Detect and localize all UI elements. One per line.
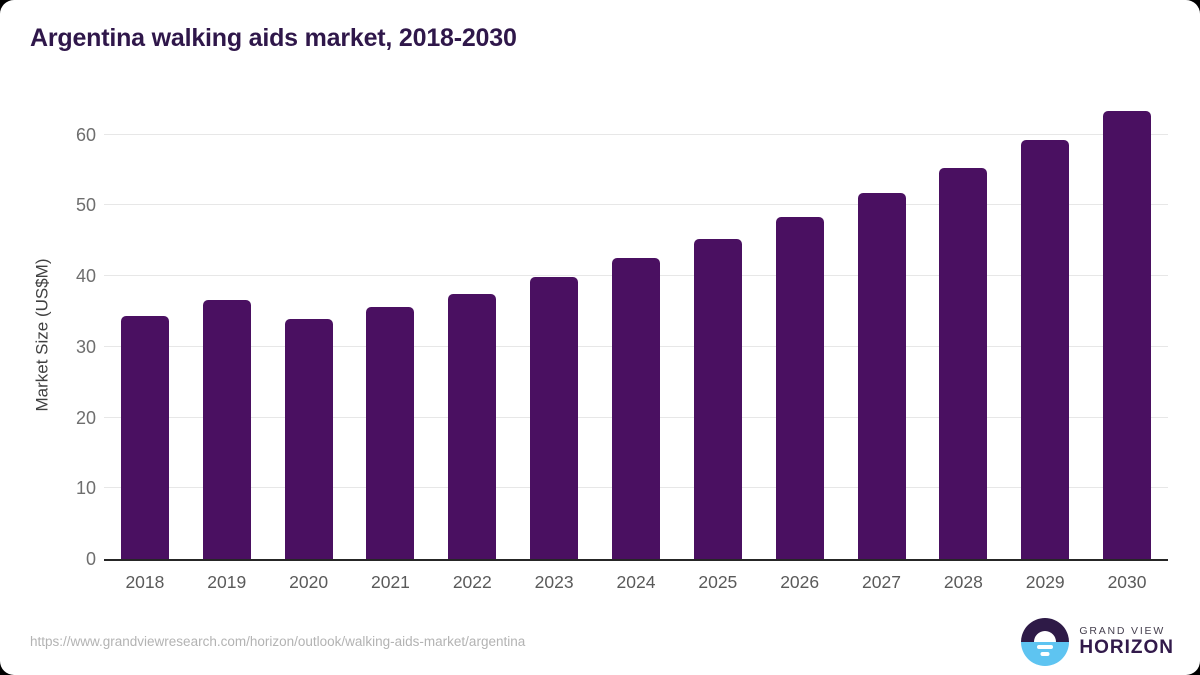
bar-2030 [1103, 111, 1152, 559]
bar-slot-2019 [186, 110, 268, 559]
bar-slot-2021 [350, 110, 432, 559]
plot-area [104, 110, 1168, 561]
bar-2020 [284, 318, 333, 559]
x-tick-2029: 2029 [1025, 572, 1065, 592]
y-axis-title-text: Market Size (US$M) [33, 257, 52, 412]
x-tick-2022: 2022 [452, 572, 492, 592]
bar-slot-2023 [513, 110, 595, 559]
bar-2024 [611, 257, 660, 559]
bar-slot-2026 [759, 110, 841, 559]
bar-slot-2022 [431, 110, 513, 559]
bar-2028 [939, 167, 988, 559]
x-tick-2019: 2019 [207, 572, 247, 592]
bar-slot-2029 [1004, 110, 1086, 559]
bar-2021 [366, 307, 415, 559]
y-tick-60: 60 [75, 124, 96, 145]
gridline-60 [104, 133, 1168, 135]
x-tick-2025: 2025 [698, 572, 738, 592]
x-tick-2023: 2023 [534, 572, 574, 592]
logo-brand-name: GRAND VIEW [1079, 625, 1166, 638]
y-axis-ticks: 0 10 20 30 40 50 60 [58, 110, 96, 568]
grandview-horizon-logo: GRAND VIEW HORIZON [1021, 618, 1174, 666]
logo-reflection-line-1 [1037, 645, 1054, 649]
bar-2027 [857, 192, 906, 559]
bar-2022 [448, 293, 497, 559]
bar-slot-2027 [841, 110, 923, 559]
y-axis-title: Market Size (US$M) [28, 110, 58, 559]
logo-wordmark: GRAND VIEW HORIZON [1079, 625, 1174, 659]
y-tick-40: 40 [75, 266, 96, 287]
bar-2025 [693, 238, 742, 559]
bar-2018 [120, 315, 169, 559]
bars-container [104, 110, 1168, 559]
horizon-sun-icon [1021, 618, 1070, 666]
logo-sun-shape [1034, 631, 1057, 642]
x-tick-2024: 2024 [616, 572, 656, 592]
y-tick-0: 0 [85, 549, 96, 569]
bar-slot-2030 [1086, 110, 1168, 559]
x-tick-2021: 2021 [370, 572, 410, 592]
x-tick-2020: 2020 [289, 572, 329, 592]
bar-2029 [1021, 140, 1070, 559]
x-axis-ticks: 2018 2019 2020 2021 2022 2023 2024 2025 2026 2027… [104, 561, 1168, 593]
gridline-50 [104, 204, 1168, 206]
bar-slot-2024 [595, 110, 677, 559]
x-tick-2027: 2027 [862, 572, 901, 592]
source-url: https://www.grandviewresearch.com/horizo… [30, 634, 526, 649]
y-tick-50: 50 [75, 195, 96, 216]
bar-slot-2018 [104, 110, 186, 559]
bar-slot-2020 [268, 110, 350, 559]
bar-slot-2025 [677, 110, 759, 559]
y-tick-10: 10 [75, 478, 96, 499]
x-tick-2030: 2030 [1107, 572, 1147, 592]
x-tick-2026: 2026 [780, 572, 820, 592]
x-tick-2018: 2018 [125, 572, 165, 592]
bar-slot-2028 [922, 110, 1004, 559]
chart-title: Argentina walking aids market, 2018-2030 [30, 24, 517, 52]
y-tick-20: 20 [75, 407, 96, 428]
bar-2019 [202, 300, 251, 559]
x-tick-2028: 2028 [943, 572, 983, 592]
logo-product-name: HORIZON [1079, 637, 1174, 659]
logo-reflection-line-2 [1040, 652, 1050, 656]
y-tick-30: 30 [75, 336, 96, 357]
bar-2023 [530, 276, 579, 559]
bar-2026 [775, 216, 824, 559]
